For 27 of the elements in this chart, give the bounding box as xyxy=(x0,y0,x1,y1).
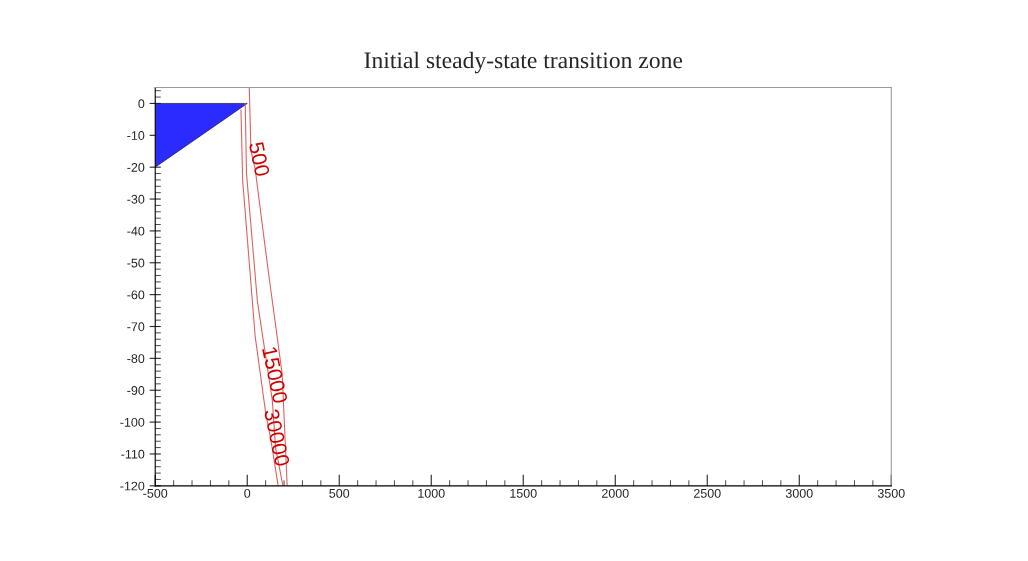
y-tick-label: -10 xyxy=(127,131,145,140)
x-tick-label: 0 xyxy=(244,488,251,498)
chart-title: Initial steady-state transition zone xyxy=(364,51,683,74)
text: 15000 xyxy=(261,346,288,404)
x-tick-label: 1500 xyxy=(510,488,537,498)
y-tick-label: -70 xyxy=(127,322,145,332)
y-tick-label: -20 xyxy=(127,162,145,172)
x-tick-label: -500 xyxy=(143,488,168,498)
x-tick-label: 1000 xyxy=(418,488,445,498)
y-tick-label: -30 xyxy=(127,194,145,204)
x-tick-label: 2500 xyxy=(693,488,721,498)
y-tick-label: -60 xyxy=(127,290,145,300)
x-tick-label: 3000 xyxy=(785,488,813,498)
y-tick-label: -40 xyxy=(127,226,145,236)
y-tick-label: -50 xyxy=(127,258,145,268)
y-tick-label: -80 xyxy=(127,354,145,364)
y-tick-label: -110 xyxy=(121,449,145,459)
x-tick-label: 500 xyxy=(329,488,350,498)
text: 500 xyxy=(248,141,271,177)
line-series xyxy=(248,87,288,486)
text: 30000 xyxy=(263,408,291,467)
x-tick-label: 3500 xyxy=(877,488,905,498)
y-tick-label: -120 xyxy=(120,481,145,491)
y-tick-label: -90 xyxy=(127,386,145,395)
y-tick-label: 0 xyxy=(138,99,145,109)
y-tick-label: -100 xyxy=(120,417,145,427)
x-tick-label: 2000 xyxy=(601,488,629,498)
